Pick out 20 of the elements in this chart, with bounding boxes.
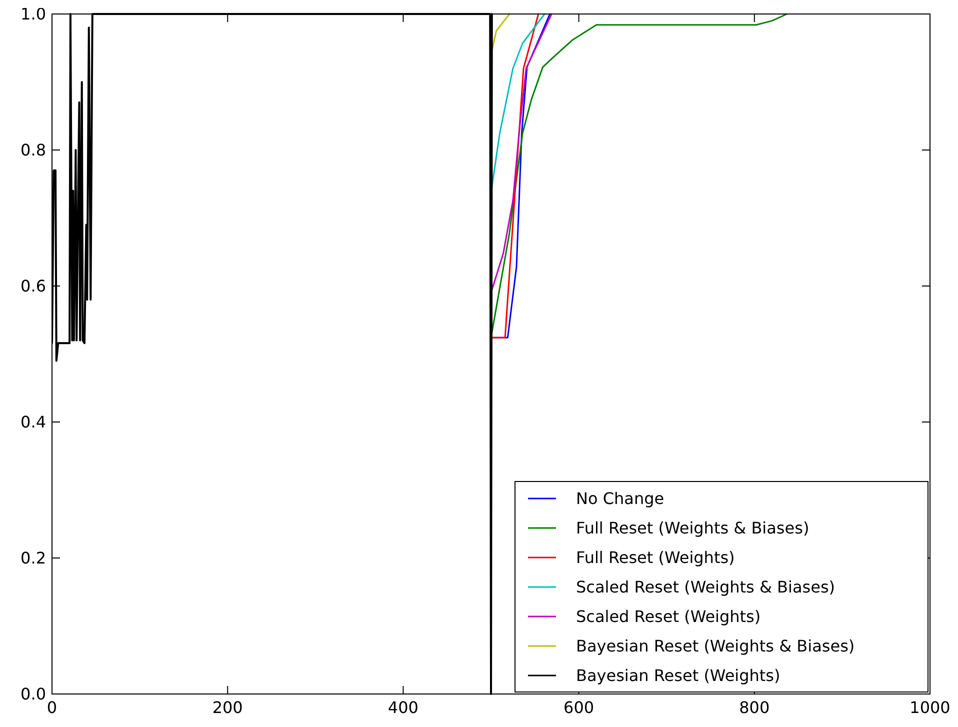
- y-tick-label: 0.6: [20, 276, 46, 296]
- x-tick-label: 0: [46, 698, 58, 717]
- legend-label: Full Reset (Weights & Biases): [576, 518, 810, 538]
- line-series: [490, 13, 540, 338]
- x-tick-label: 200: [212, 698, 243, 717]
- y-tick-label: 0.8: [20, 140, 46, 160]
- legend-label: Bayesian Reset (Weights): [576, 666, 780, 686]
- y-tick-label: 0.4: [20, 412, 46, 432]
- x-tick-label: 800: [739, 698, 770, 717]
- legend-label: Bayesian Reset (Weights & Biases): [576, 636, 855, 656]
- y-tick-label: 0.2: [20, 548, 46, 568]
- y-tick-label: 0.0: [20, 684, 46, 704]
- legend-label: Full Reset (Weights): [576, 548, 735, 568]
- x-tick-label: 1000: [910, 698, 950, 717]
- legend-label: Scaled Reset (Weights & Biases): [576, 578, 836, 597]
- legend-label: Scaled Reset (Weights): [576, 607, 761, 626]
- y-tick-label: 1.0: [20, 4, 46, 24]
- x-tick-label: 400: [388, 698, 418, 717]
- legend-label: No Change: [576, 489, 664, 508]
- x-tick-label: 600: [564, 698, 594, 717]
